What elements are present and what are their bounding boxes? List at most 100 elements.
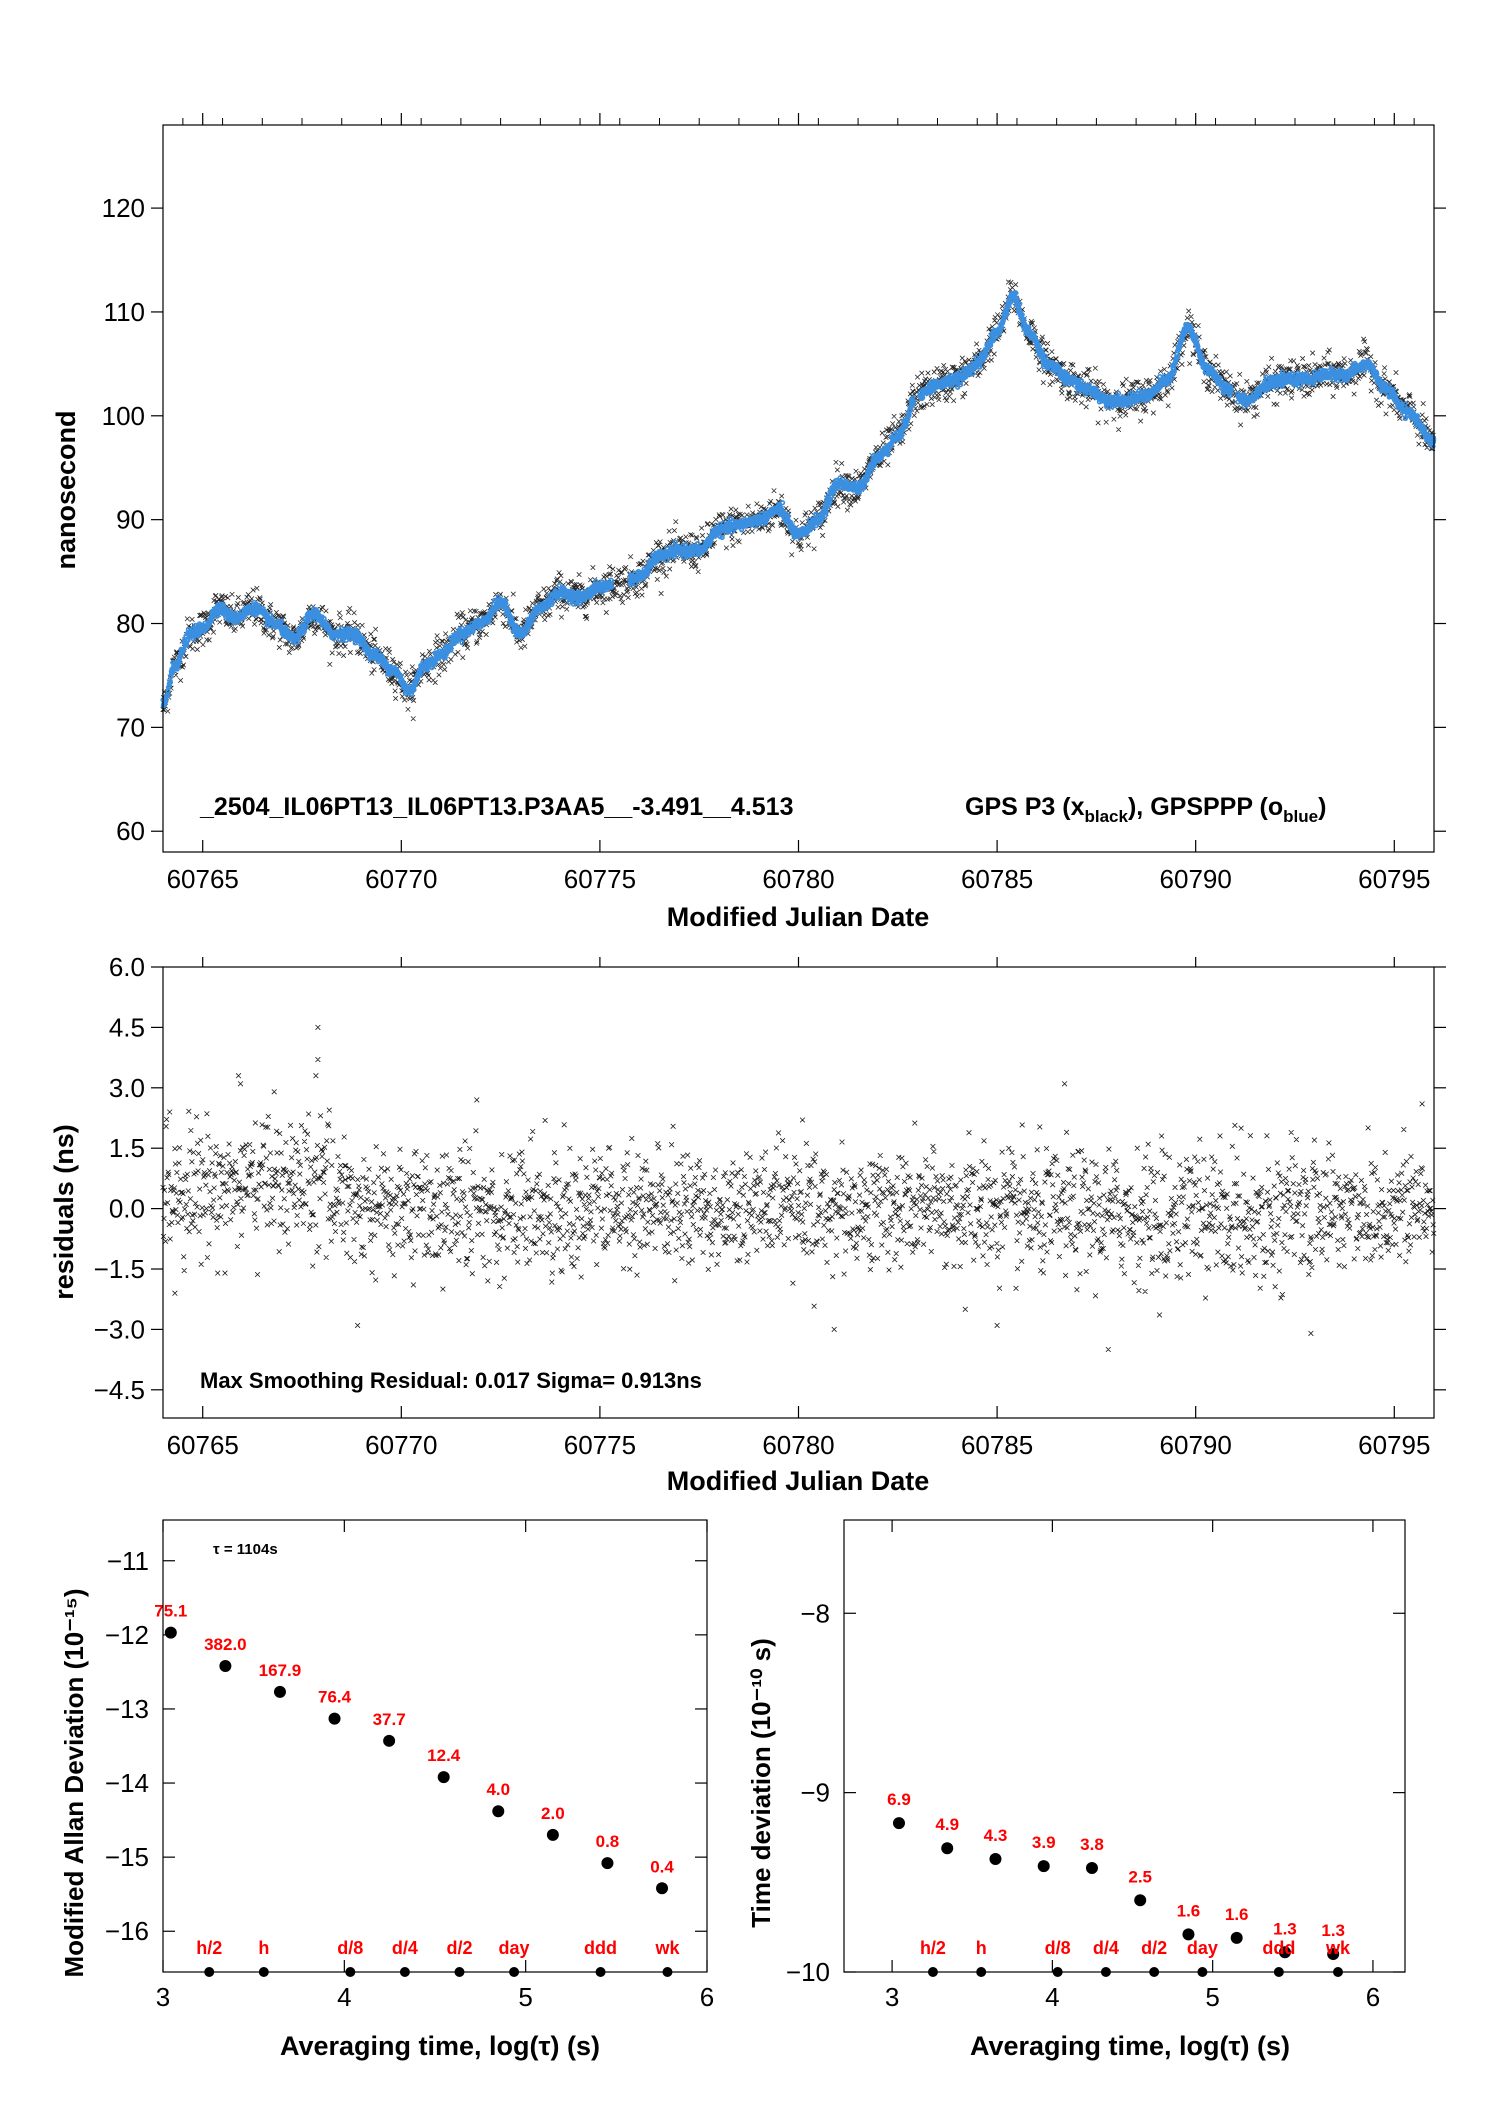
point-label: 75.1 [154, 1602, 187, 1621]
residuals-ticks: 60765 60770 60775 60780 60785 60790 60795 6.0 4.… [94, 952, 1446, 1460]
x-tick-label: 60785 [961, 864, 1033, 894]
x-tick-label: 4 [1045, 1982, 1059, 2012]
x-tick-label: 4 [337, 1982, 351, 2012]
deviation-point [1278, 1946, 1291, 1959]
y-tick-label: 70 [116, 712, 145, 742]
y-tick-label: −13 [105, 1694, 149, 1724]
legend-black-sub: black [1085, 807, 1129, 826]
time-marker-label: d/4 [1093, 1938, 1119, 1958]
point-label: 0.8 [596, 1832, 620, 1851]
time-deviation-panel: 3 4 5 6 −8 −9 −10 6.9 4.9 4.3 3.9 3.8 2.5 1.6 1.6 1.3 1… [746, 1519, 1406, 2061]
x-tick-label: 60765 [167, 864, 239, 894]
x-tick-label: 5 [518, 1982, 532, 2012]
y-tick-label: −10 [786, 1957, 830, 1987]
y-tick-label: 0.0 [109, 1194, 145, 1224]
time-series-annotation-label: _2504_IL06PT13_IL06PT13.P3AA5__-3.491__4… [199, 793, 793, 821]
time-deviation-ticks: 3 4 5 6 −8 −9 −10 [786, 1520, 1405, 2012]
point-label: 3.9 [1032, 1833, 1056, 1852]
time-marker-label: h [258, 1938, 269, 1958]
gpsppp-points [160, 290, 1437, 709]
time-marker-label: h/2 [196, 1938, 222, 1958]
y-tick-label: −16 [105, 1916, 149, 1946]
deviation-point [437, 1771, 450, 1784]
deviation-point [1085, 1861, 1098, 1874]
time-deviation-xlabel: Averaging time, log(τ) (s) [970, 2031, 1290, 2061]
time-marker-label: h/2 [920, 1938, 946, 1958]
x-tick-label: 5 [1205, 1982, 1219, 2012]
deviation-point [892, 1817, 905, 1830]
residuals-ylabel: residuals (ns) [49, 1124, 79, 1300]
time-marker-label: d/2 [446, 1938, 472, 1958]
time-marker-label: d/2 [1141, 1938, 1167, 1958]
y-tick-label: 1.5 [109, 1133, 145, 1163]
x-tick-label: 60770 [365, 1430, 437, 1460]
point-label: 1.3 [1321, 1921, 1345, 1940]
mod-allan-plot-frame [162, 1519, 708, 1973]
time-deviation-plot-frame [843, 1519, 1406, 1973]
residuals-panel: 60765 60770 60775 60780 60785 60790 60795 6.0 4.… [49, 952, 1446, 1496]
point-label: 2.0 [541, 1804, 565, 1823]
time-marker-label: d/8 [337, 1938, 363, 1958]
x-tick-label: 6 [1366, 1982, 1380, 2012]
mod-allan-points: 75.1 382.0 167.9 76.4 37.7 12.4 4.0 2.0 0.8 0.4 h/… [154, 1602, 680, 1977]
deviation-point [492, 1805, 505, 1818]
point-label: 0.4 [650, 1857, 674, 1876]
y-tick-label: 3.0 [109, 1073, 145, 1103]
point-label: 382.0 [204, 1635, 247, 1654]
y-tick-label: −1.5 [94, 1254, 145, 1284]
legend-separator: ), GPSPPP (o [1128, 793, 1283, 821]
x-tick-label: 60785 [961, 1430, 1033, 1460]
residuals-annotation: Max Smoothing Residual: 0.017 Sigma= 0.9… [200, 1368, 702, 1393]
deviation-point [601, 1857, 614, 1870]
deviation-point [989, 1853, 1002, 1865]
deviation-point [1134, 1894, 1147, 1907]
legend-blue-sub: blue [1283, 807, 1318, 826]
y-tick-label: 80 [116, 609, 145, 639]
x-tick-label: 60775 [564, 864, 636, 894]
deviation-point [1230, 1931, 1243, 1944]
x-tick-label: 60795 [1358, 864, 1430, 894]
time-series-panel: 60765 60770 60775 60780 60785 60790 60795 60 70 8… [51, 113, 1446, 932]
time-marker-label: wk [1325, 1938, 1351, 1958]
time-deviation-points: 6.9 4.9 4.3 3.9 3.8 2.5 1.6 1.6 1.3 1.3 h/2 h d/8 d/4… [887, 1790, 1351, 1977]
point-label: 1.6 [1225, 1905, 1249, 1924]
point-label: 76.4 [318, 1688, 352, 1707]
deviation-point [164, 1626, 177, 1639]
point-label: 6.9 [887, 1790, 911, 1809]
point-label: 1.6 [1177, 1901, 1201, 1920]
point-label: 3.8 [1080, 1835, 1104, 1854]
y-tick-label: 100 [102, 401, 145, 431]
x-tick-label: 60780 [762, 864, 834, 894]
y-tick-label: −8 [800, 1598, 830, 1628]
time-marker-label: d/4 [392, 1938, 418, 1958]
time-marker-label: h [976, 1938, 987, 1958]
series-gps-p3 [160, 279, 1437, 722]
y-tick-label: 110 [104, 297, 145, 327]
time-marker-label: wk [654, 1938, 680, 1958]
time-marker-label: day [1187, 1938, 1218, 1958]
residual-points [160, 1024, 1437, 1353]
x-tick-label: 60790 [1160, 1430, 1232, 1460]
y-tick-label: −4.5 [94, 1375, 145, 1405]
residual-markers [160, 1024, 1437, 1353]
y-tick-label: −3.0 [94, 1314, 145, 1344]
deviation-point [383, 1734, 396, 1747]
residuals-plot-frame [162, 966, 1435, 1419]
y-tick-label: 4.5 [109, 1012, 145, 1042]
time-series-ticks: 60765 60770 60775 60780 60785 60790 60795 60 70 8… [102, 113, 1446, 894]
x-tick-label: 60770 [365, 864, 437, 894]
point-label: 12.4 [427, 1746, 461, 1765]
x-tick-label: 6 [700, 1982, 714, 2012]
point-label: 167.9 [259, 1661, 302, 1680]
time-marker-label: d/8 [1045, 1938, 1071, 1958]
deviation-point [656, 1882, 669, 1895]
point-label: 4.3 [984, 1826, 1008, 1845]
time-series-ylabel: nanosecond [51, 410, 81, 569]
deviation-point [328, 1712, 341, 1725]
x-tick-label: 3 [156, 1982, 170, 2012]
legend-end: ) [1318, 793, 1326, 821]
deviation-point [546, 1828, 559, 1841]
deviation-point [941, 1842, 954, 1855]
y-tick-label: 60 [116, 816, 145, 846]
mod-allan-xlabel: Averaging time, log(τ) (s) [280, 2031, 600, 2061]
